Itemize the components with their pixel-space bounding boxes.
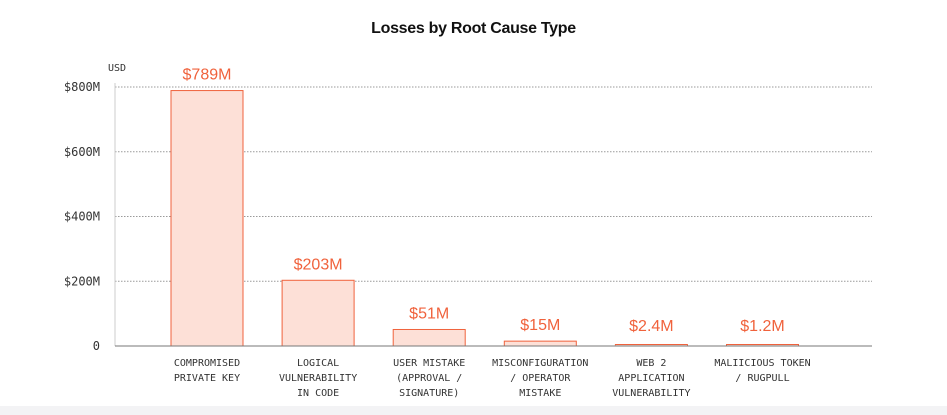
data-label: $1.2M (740, 318, 784, 335)
x-tick-label: PRIVATE KEY (174, 373, 240, 384)
bar (170, 90, 244, 347)
data-label: $789M (183, 67, 232, 84)
footer-band (0, 406, 947, 415)
data-label: $15M (520, 317, 560, 334)
y-tick-label: $800M (64, 80, 100, 94)
x-tick-label: COMPROMISED (174, 358, 240, 369)
bar (392, 328, 466, 347)
y-tick-label: $400M (64, 210, 100, 224)
x-tick-label: VULNERABILITY (612, 388, 690, 399)
y-axis-unit-label: USD (108, 63, 126, 74)
x-tick-label: MISCONFIGURATION (492, 358, 588, 369)
bar (281, 279, 355, 347)
x-tick-label: SIGNATURE) (399, 388, 459, 399)
x-tick-label: LOGICAL (297, 358, 339, 369)
data-label: $203M (294, 256, 343, 273)
x-tick-label: APPLICATION (618, 373, 684, 384)
x-tick-label: / OPERATOR (510, 373, 571, 384)
data-label: $51M (409, 305, 449, 322)
x-tick-label: IN CODE (297, 388, 339, 399)
x-tick-label: VULNERABILITY (279, 373, 357, 384)
chart-title: Losses by Root Cause Type (371, 20, 576, 37)
x-tick-label: MALIICIOUS TOKEN (714, 358, 810, 369)
y-tick-label: $600M (64, 145, 100, 159)
x-tick-label: / RUGPULL (735, 373, 789, 384)
x-tick-label: (APPROVAL / (396, 373, 462, 384)
bar (503, 340, 577, 347)
x-tick-label: WEB 2 (636, 358, 666, 369)
x-tick-label: MISTAKE (519, 388, 561, 399)
data-label: $2.4M (629, 318, 673, 335)
y-tick-label: 0 (93, 339, 100, 353)
x-tick-label: USER MISTAKE (393, 358, 465, 369)
y-tick-label: $200M (64, 274, 100, 288)
